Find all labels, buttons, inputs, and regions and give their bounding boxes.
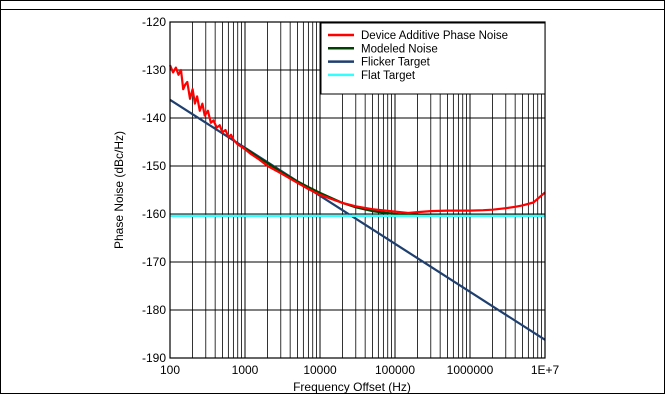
series-layer xyxy=(168,64,546,341)
legend-label-device-additive-phase-noise: Device Additive Phase Noise xyxy=(361,30,508,42)
series-line-device-additive-phase-noise xyxy=(168,64,546,215)
legend-label-flat-target: Flat Target xyxy=(361,70,416,82)
y-tick-label: -190 xyxy=(142,351,166,365)
top-border-line xyxy=(0,0,665,10)
x-tick-label: 10000 xyxy=(303,363,337,377)
x-tick-label: 1000000 xyxy=(447,363,494,377)
y-tick-label: -120 xyxy=(142,15,166,29)
x-axis-title: Frequency Offset (Hz) xyxy=(293,380,411,394)
y-tick-label: -130 xyxy=(142,63,166,77)
x-tick-label: 1E+7 xyxy=(531,363,560,377)
x-tick-label: 1000 xyxy=(232,363,259,377)
legend-box xyxy=(320,22,546,95)
legend-label-flicker-target: Flicker Target xyxy=(361,57,431,69)
x-tick-label: 100 xyxy=(160,363,180,377)
y-tick-label: -150 xyxy=(142,159,166,173)
y-tick-label: -160 xyxy=(142,207,166,221)
x-tick-labels: 100 1000 10000 100000 1000000 1E+7 xyxy=(160,363,560,377)
plot-border xyxy=(169,21,546,359)
x-tick-label: 100000 xyxy=(375,363,415,377)
y-axis-title: Phase Noise (dBc/Hz) xyxy=(112,131,126,249)
legend-label-modeled-noise: Modeled Noise xyxy=(361,43,438,55)
y-tick-label: -180 xyxy=(142,303,166,317)
y-tick-label: -140 xyxy=(142,111,166,125)
y-tick-labels: -120 -130 -140 -150 -160 -170 -180 -190 xyxy=(142,15,166,365)
y-tick-label: -170 xyxy=(142,255,166,269)
